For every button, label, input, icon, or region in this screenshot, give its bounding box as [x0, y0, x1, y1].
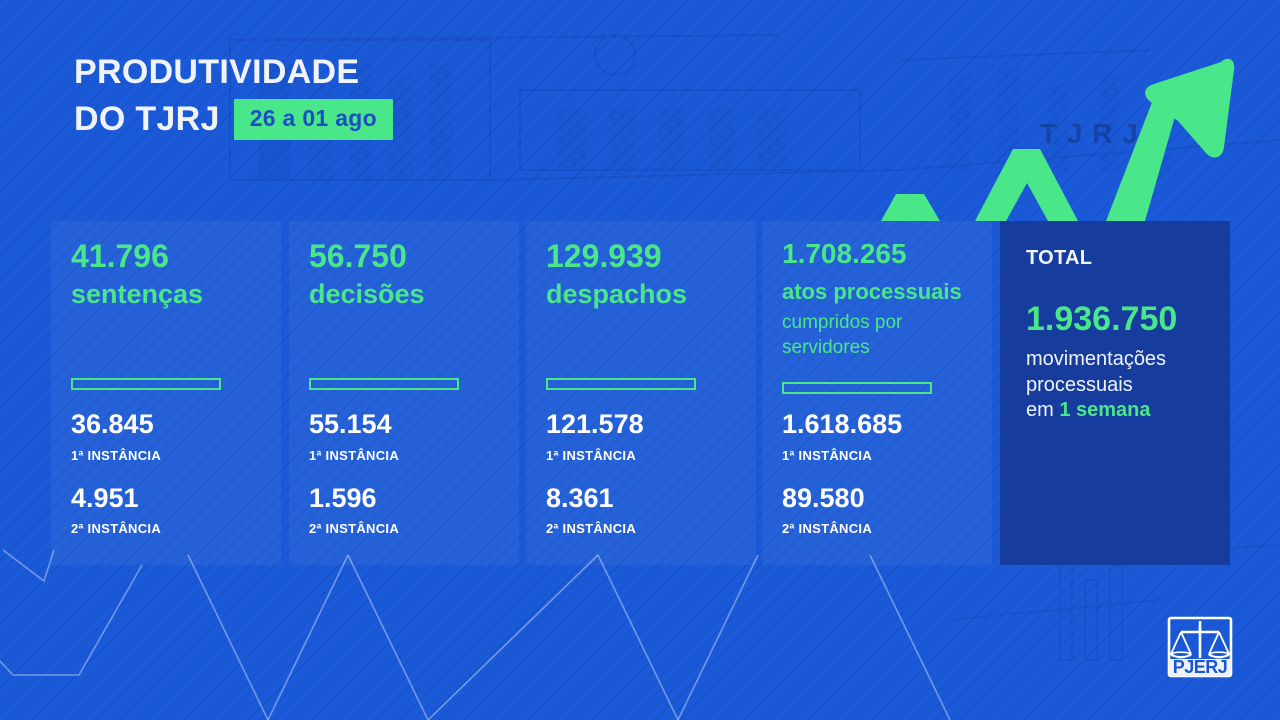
svg-text:PJERJ: PJERJ — [1173, 657, 1228, 677]
